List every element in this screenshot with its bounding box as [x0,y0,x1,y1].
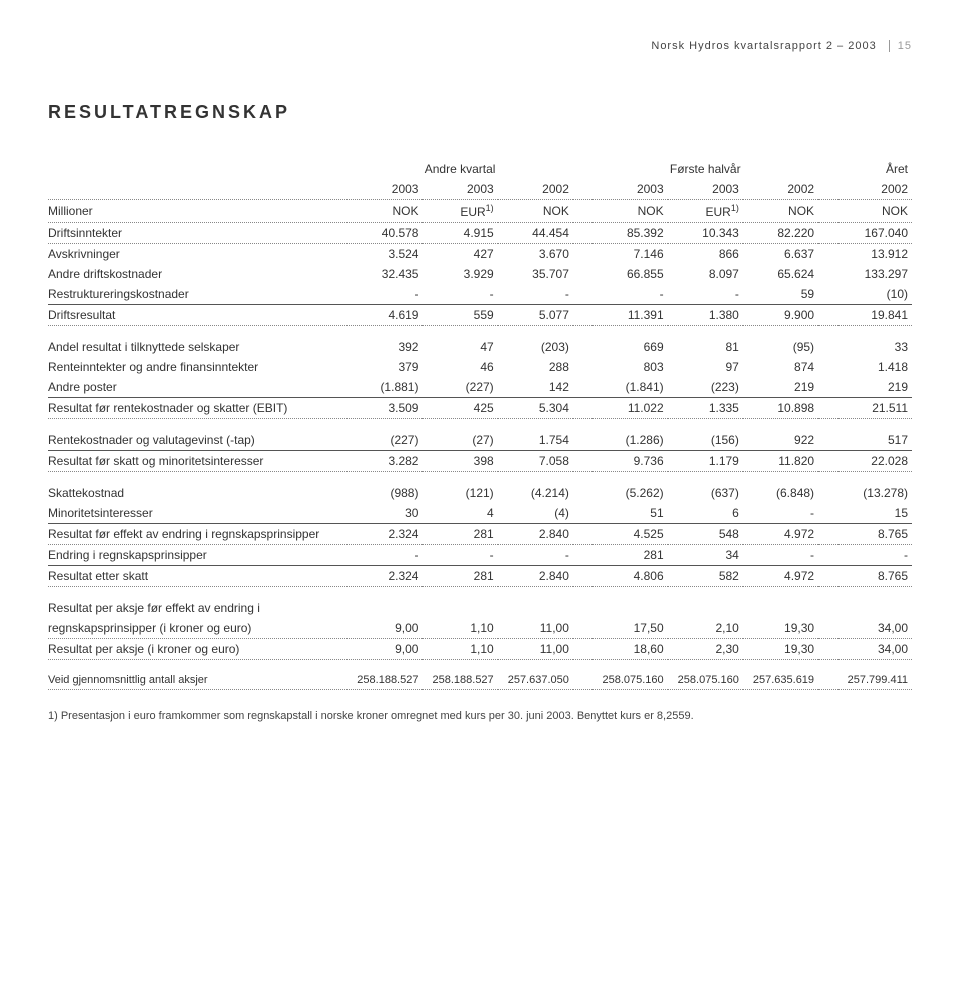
table-row: Andel resultat i tilknyttede selskaper 3… [48,326,912,358]
report-title: Norsk Hydros kvartalsrapport 2 – 2003 [651,40,876,52]
table-row: Resultat per aksje før effekt av endring… [48,587,912,619]
table-row: Restruktureringskostnader --- --59 (10) [48,284,912,305]
table-row: Minoritetsinteresser 304(4) 516- 15 [48,503,912,524]
table-row: Andre driftskostnader 32.4353.92935.707 … [48,264,912,284]
table-row: Skattekostnad (988)(121)(4.214) (5.262)(… [48,472,912,504]
income-statement-table: Andre kvartal Første halvår Året 2003 20… [48,159,912,690]
footnote: 1) Presentasjon i euro framkommer som re… [48,710,912,722]
group-header-2: Første halvår [592,159,818,179]
table-row: Resultat før effekt av endring i regnska… [48,524,912,545]
group-header-row: Andre kvartal Første halvår Året [48,159,912,179]
table-row: Veid gjennomsnittlig antall aksjer 258.1… [48,660,912,690]
table-row: regnskapsprinsipper (i kroner og euro) 9… [48,618,912,639]
table-row: Endring i regnskapsprinsipper --- 28134-… [48,545,912,566]
table-row: Avskrivninger 3.5244273.670 7.1468666.63… [48,244,912,265]
table-row: Andre poster (1.881)(227)142 (1.841)(223… [48,377,912,398]
table-row: Driftsresultat 4.6195595.077 11.3911.380… [48,305,912,326]
year-row: 2003 2003 2002 2003 2003 2002 2002 [48,179,912,200]
table-row: Driftsinntekter 40.5784.91544.454 85.392… [48,223,912,244]
table-row: Renteinntekter og andre finansinntekter … [48,357,912,377]
unit-row: Millioner NOK EUR1) NOK NOK EUR1) NOK NO… [48,200,912,223]
table-row: Rentekostnader og valutagevinst (-tap) (… [48,419,912,451]
page-title: RESULTATREGNSKAP [48,102,912,123]
table-row: Resultat per aksje (i kroner og euro) 9,… [48,639,912,660]
table-row: Resultat etter skatt 2.3242812.840 4.806… [48,566,912,587]
table-row: Resultat før rentekostnader og skatter (… [48,398,912,419]
page-header: Norsk Hydros kvartalsrapport 2 – 2003 15 [48,40,912,52]
table-row: Resultat før skatt og minoritetsinteress… [48,451,912,472]
group-header-3: Året [838,159,912,179]
page-number: 15 [889,40,912,52]
group-header-1: Andre kvartal [347,159,573,179]
